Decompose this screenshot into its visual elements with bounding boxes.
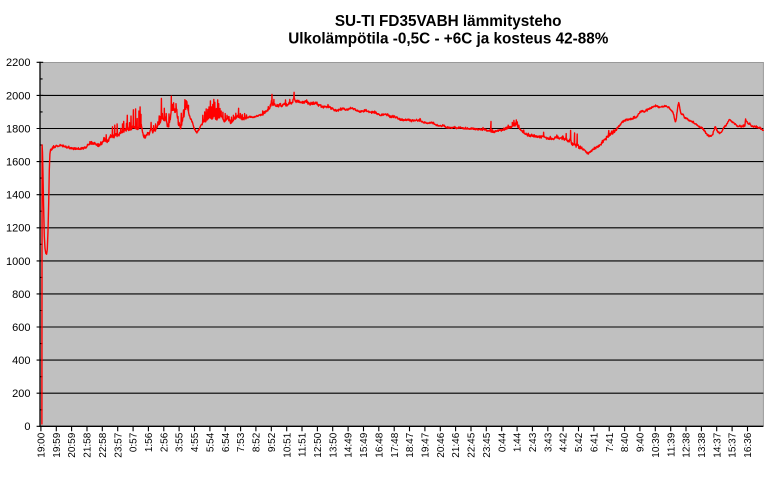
svg-text:0:44: 0:44	[497, 432, 508, 452]
svg-text:0: 0	[24, 421, 30, 433]
svg-text:12:38: 12:38	[682, 432, 693, 457]
svg-text:SU-TI FD35VABH lämmitysteho: SU-TI FD35VABH lämmitysteho	[335, 13, 562, 30]
svg-text:6:41: 6:41	[590, 432, 601, 452]
svg-text:13:38: 13:38	[697, 432, 708, 457]
svg-text:10:51: 10:51	[282, 432, 293, 457]
svg-text:21:58: 21:58	[83, 432, 94, 457]
svg-text:1:44: 1:44	[513, 432, 524, 452]
svg-text:19:00: 19:00	[37, 432, 48, 457]
svg-text:9:40: 9:40	[636, 432, 647, 452]
svg-text:21:46: 21:46	[451, 432, 462, 457]
svg-text:4:42: 4:42	[559, 432, 570, 452]
svg-text:1400: 1400	[6, 190, 30, 202]
svg-text:16:36: 16:36	[743, 432, 754, 457]
svg-text:14:37: 14:37	[712, 432, 723, 457]
svg-text:2:56: 2:56	[159, 432, 170, 452]
svg-text:11:51: 11:51	[298, 432, 309, 457]
svg-text:1000: 1000	[6, 256, 30, 268]
svg-text:11:39: 11:39	[666, 432, 677, 457]
svg-text:1:56: 1:56	[144, 432, 155, 452]
svg-text:8:52: 8:52	[252, 432, 263, 452]
svg-text:10:39: 10:39	[651, 432, 662, 457]
svg-text:5:54: 5:54	[206, 432, 217, 452]
svg-text:9:52: 9:52	[267, 432, 278, 452]
svg-text:1800: 1800	[6, 123, 30, 135]
svg-text:14:49: 14:49	[344, 432, 355, 457]
svg-text:1200: 1200	[6, 223, 30, 235]
svg-text:2200: 2200	[6, 57, 30, 69]
svg-text:400: 400	[12, 355, 30, 367]
svg-text:3:55: 3:55	[175, 432, 186, 452]
svg-text:22:45: 22:45	[467, 432, 478, 457]
svg-text:13:50: 13:50	[328, 432, 339, 457]
svg-text:600: 600	[12, 322, 30, 334]
svg-text:2:43: 2:43	[528, 432, 539, 452]
svg-text:17:48: 17:48	[390, 432, 401, 457]
svg-text:2000: 2000	[6, 90, 30, 102]
svg-text:18:47: 18:47	[405, 432, 416, 457]
svg-text:200: 200	[12, 388, 30, 400]
svg-text:20:46: 20:46	[436, 432, 447, 457]
svg-text:4:55: 4:55	[190, 432, 201, 452]
svg-text:19:47: 19:47	[421, 432, 432, 457]
svg-text:15:49: 15:49	[359, 432, 370, 457]
svg-text:5:42: 5:42	[574, 432, 585, 452]
svg-text:22:58: 22:58	[98, 432, 109, 457]
svg-text:7:53: 7:53	[236, 432, 247, 452]
svg-text:23:45: 23:45	[482, 432, 493, 457]
svg-text:800: 800	[12, 289, 30, 301]
svg-text:0:57: 0:57	[129, 432, 140, 452]
svg-text:3:43: 3:43	[543, 432, 554, 452]
svg-text:16:48: 16:48	[374, 432, 385, 457]
svg-text:20:59: 20:59	[67, 432, 78, 457]
svg-text:Ulkolämpötila -0,5C - +6C ja: Ulkolämpötila -0,5C - +6C ja kosteus 42-…	[288, 30, 608, 47]
svg-text:8:40: 8:40	[620, 432, 631, 452]
svg-text:6:54: 6:54	[221, 432, 232, 452]
svg-text:23:57: 23:57	[113, 432, 124, 457]
svg-text:7:41: 7:41	[605, 432, 616, 452]
svg-text:19:59: 19:59	[52, 432, 63, 457]
svg-text:12:50: 12:50	[313, 432, 324, 457]
svg-text:15:37: 15:37	[728, 432, 739, 457]
svg-text:1600: 1600	[6, 157, 30, 169]
